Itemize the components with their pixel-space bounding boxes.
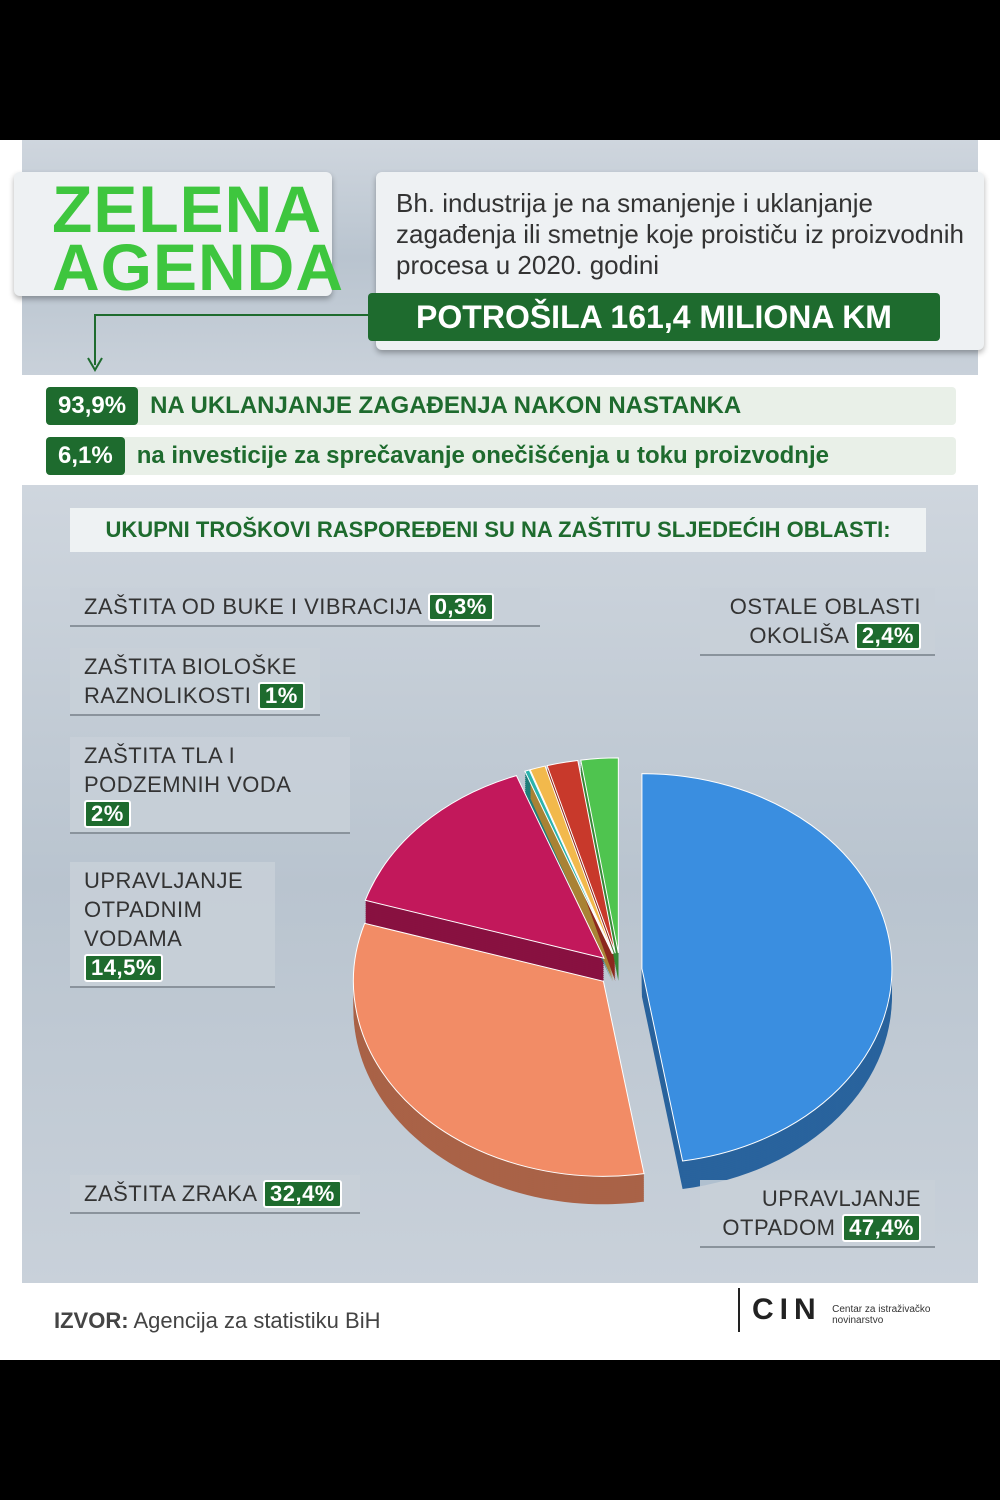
value-label: 14,5% <box>84 954 163 982</box>
value-label: 2% <box>84 800 131 828</box>
slice-label: OSTALE OBLASTI OKOLIŠA 2,4% <box>700 588 935 656</box>
slice-label: ZAŠTITA BIOLOŠKE RAZNOLIKOSTI 1% <box>70 648 320 716</box>
slice-label: UPRAVLJANJE OTPADNIM VODAMA 14,5% <box>70 862 275 988</box>
category: ZAŠTITA TLA I PODZEMNIH VODA <box>84 743 291 797</box>
logo-line: AGENDA <box>52 230 345 304</box>
pie-chart <box>352 757 893 1205</box>
intro: Bh. industrija je na smanjenje i uklanja… <box>396 188 964 280</box>
split-row: 6,1% na investicije za sprečavanje onečiš… <box>46 437 956 475</box>
category: UPRAVLJANJE OTPADOM <box>722 1186 921 1240</box>
split-badge: 6,1% <box>46 437 125 475</box>
slice-label: ZAŠTITA ZRAKA 32,4% <box>70 1175 360 1214</box>
highlight: POTROŠILA 161,4 MILIONA KM <box>368 293 940 341</box>
value-label: 32,4% <box>262 1180 342 1208</box>
category: ZAŠTITA OD BUKE I VIBRACIJA <box>84 594 422 619</box>
slice <box>546 759 616 954</box>
connector <box>87 314 368 372</box>
logo-line: ZELENA <box>52 172 322 246</box>
arrow-head <box>87 357 103 372</box>
chart-title: UKUPNI TROŠKOVI RASPOREĐENI SU NA ZAŠTIT… <box>70 508 926 552</box>
category: OSTALE OBLASTI OKOLIŠA <box>729 594 921 648</box>
slice-label: ZAŠTITA OD BUKE I VIBRACIJA 0,3% <box>70 588 540 627</box>
slice <box>529 765 614 954</box>
arrow-line <box>94 314 368 365</box>
logo: ZELENA AGENDA <box>14 172 345 304</box>
category: ZAŠTITA ZRAKA <box>84 1181 257 1206</box>
source: IZVOR: Agencija za statistiku BiH <box>54 1308 380 1334</box>
value-label: 0,3% <box>427 593 494 621</box>
slice <box>524 769 613 955</box>
source-label: IZVOR: <box>54 1308 129 1333</box>
slice-label: UPRAVLJANJE OTPADOM 47,4% <box>700 1180 935 1248</box>
slice <box>364 774 605 959</box>
value-label: 2,4% <box>854 622 921 650</box>
source-text: Agencija za statistiku BiH <box>133 1308 381 1333</box>
cin-logo: CIN Centar za istraživačko novinarstvo <box>738 1288 932 1332</box>
slice <box>352 922 645 1177</box>
category: UPRAVLJANJE OTPADNIM VODAMA <box>84 868 244 951</box>
category: ZAŠTITA BIOLOŠKE RAZNOLIKOSTI <box>84 654 297 708</box>
value-label: 47,4% <box>842 1214 921 1242</box>
slice <box>641 773 893 1162</box>
value-label: 1% <box>257 682 305 710</box>
cin-text: CIN <box>752 1293 822 1326</box>
split-row: 93,9% NA UKLANJANJE ZAGAĐENJA NAKON NASTA… <box>46 387 956 425</box>
infographic: ZELENA AGENDA Bh. industrija je na smanj… <box>0 140 1000 1360</box>
split-text: na investicije za sprečavanje onečišćenj… <box>136 442 829 469</box>
cin-sub: Centar za istraživačko novinarstvo <box>832 1303 931 1326</box>
slice-label: ZAŠTITA TLA I PODZEMNIH VODA 2% <box>70 737 350 834</box>
split-text: NA UKLANJANJE ZAGAĐENJA NAKON NASTANKA <box>150 392 742 419</box>
slice <box>580 757 619 953</box>
split-badge: 93,9% <box>46 387 139 425</box>
